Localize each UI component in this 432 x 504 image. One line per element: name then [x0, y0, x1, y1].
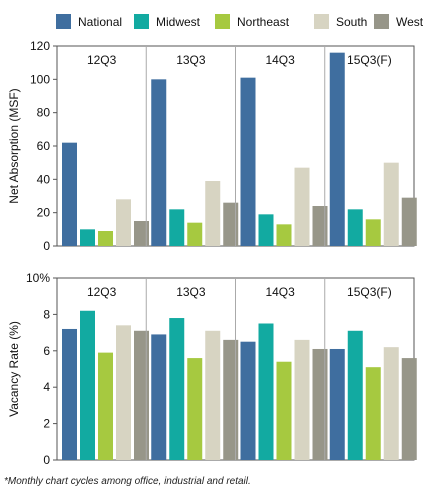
category-label-13q3: 13Q3 — [176, 53, 206, 67]
bar-national-14q3 — [240, 77, 256, 247]
y-tick-label: 0 — [43, 239, 50, 253]
bar-midwest-13q3 — [169, 318, 185, 460]
bar-national-13q3 — [151, 79, 167, 246]
bar-midwest-12q3 — [80, 229, 95, 246]
bar-northeast-13q3 — [187, 358, 203, 460]
y-tick-label: 2 — [43, 417, 50, 431]
bar-west-12q3 — [134, 330, 149, 460]
net-absorption-panel: 0 20 40 60 80 100 120 Net Absorption (MSF) 12Q3 1… — [7, 39, 417, 253]
bar-midwest-15q3-f — [347, 209, 363, 246]
legend-item-west: West — [374, 14, 424, 29]
category-label-12q3: 12Q3 — [87, 285, 117, 299]
bar-south-14q3 — [294, 339, 310, 460]
bar-west-12q3 — [134, 221, 149, 246]
category-label-12q3: 12Q3 — [87, 53, 117, 67]
bar-south-12q3 — [116, 199, 131, 246]
bar-west-14q3 — [312, 206, 328, 246]
bar-midwest-14q3 — [258, 323, 274, 460]
bar-west-15q3-f — [401, 197, 417, 246]
legend-swatch-northeast — [215, 14, 230, 29]
legend-swatch-midwest — [134, 14, 149, 29]
bar-national-12q3 — [62, 142, 77, 246]
bar-south-13q3 — [205, 181, 221, 246]
bar-northeast-12q3 — [98, 352, 113, 460]
y-axis-label: Net Absorption (MSF) — [7, 88, 21, 203]
bar-west-13q3 — [223, 339, 239, 460]
bar-northeast-13q3 — [187, 222, 203, 246]
bar-midwest-14q3 — [258, 214, 274, 246]
category-label-15q3-f: 15Q3(F) — [347, 285, 392, 299]
legend-label-west: West — [396, 15, 424, 29]
bar-midwest-13q3 — [169, 209, 185, 246]
vacancy-rate-panel: 0 2 4 6 8 10% Vacancy Rate (%) 12Q3 13Q3 14Q3 15Q3… — [7, 271, 417, 467]
bar-northeast-12q3 — [98, 231, 113, 246]
bar-northeast-14q3 — [276, 224, 292, 246]
footnote: *Monthly chart cycles among office, indu… — [4, 476, 251, 487]
bar-south-15q3-f — [383, 162, 399, 246]
y-axis-label: Vacancy Rate (%) — [7, 321, 21, 417]
y-tick-label: 0 — [43, 453, 50, 467]
bar-west-13q3 — [223, 202, 239, 246]
category-label-13q3: 13Q3 — [176, 285, 206, 299]
bar-northeast-15q3-f — [365, 367, 381, 460]
legend-swatch-south — [314, 14, 329, 29]
bar-national-12q3 — [62, 328, 77, 460]
bar-national-13q3 — [151, 334, 167, 460]
category-label-14q3: 14Q3 — [265, 285, 295, 299]
bar-south-14q3 — [294, 167, 310, 246]
bar-west-15q3-f — [401, 358, 417, 460]
legend-swatch-west — [374, 14, 389, 29]
bar-national-15q3-f — [329, 52, 345, 246]
legend-swatch-national — [56, 14, 71, 29]
y-tick-label: 6 — [43, 344, 50, 358]
bar-national-15q3-f — [329, 348, 345, 460]
y-tick-label: 80 — [37, 106, 51, 120]
legend-item-south: South — [314, 14, 367, 29]
chart-legend: National Midwest Northeast South West — [56, 14, 424, 29]
legend-item-northeast: Northeast — [215, 14, 290, 29]
bar-midwest-15q3-f — [347, 330, 363, 460]
bar-northeast-15q3-f — [365, 219, 381, 246]
legend-label-northeast: Northeast — [237, 15, 290, 29]
y-tick-label: 10% — [26, 271, 50, 285]
y-tick-label: 120 — [30, 39, 50, 53]
legend-label-south: South — [336, 15, 367, 29]
category-label-14q3: 14Q3 — [265, 53, 295, 67]
y-tick-label: 100 — [30, 72, 50, 86]
bar-national-14q3 — [240, 341, 256, 460]
bar-south-13q3 — [205, 330, 221, 460]
bar-south-15q3-f — [383, 347, 399, 460]
legend-item-midwest: Midwest — [134, 14, 201, 29]
legend-label-national: National — [78, 15, 122, 29]
bar-south-12q3 — [116, 325, 131, 460]
legend-item-national: National — [56, 14, 122, 29]
y-tick-label: 8 — [43, 307, 50, 321]
category-label-15q3-f: 15Q3(F) — [347, 53, 392, 67]
bar-west-14q3 — [312, 348, 328, 460]
y-tick-label: 40 — [37, 172, 51, 186]
y-tick-label: 20 — [37, 206, 51, 220]
bar-northeast-14q3 — [276, 361, 292, 460]
bar-midwest-12q3 — [80, 310, 95, 460]
legend-label-midwest: Midwest — [156, 15, 201, 29]
y-tick-label: 4 — [43, 380, 50, 394]
y-tick-label: 60 — [37, 139, 51, 153]
